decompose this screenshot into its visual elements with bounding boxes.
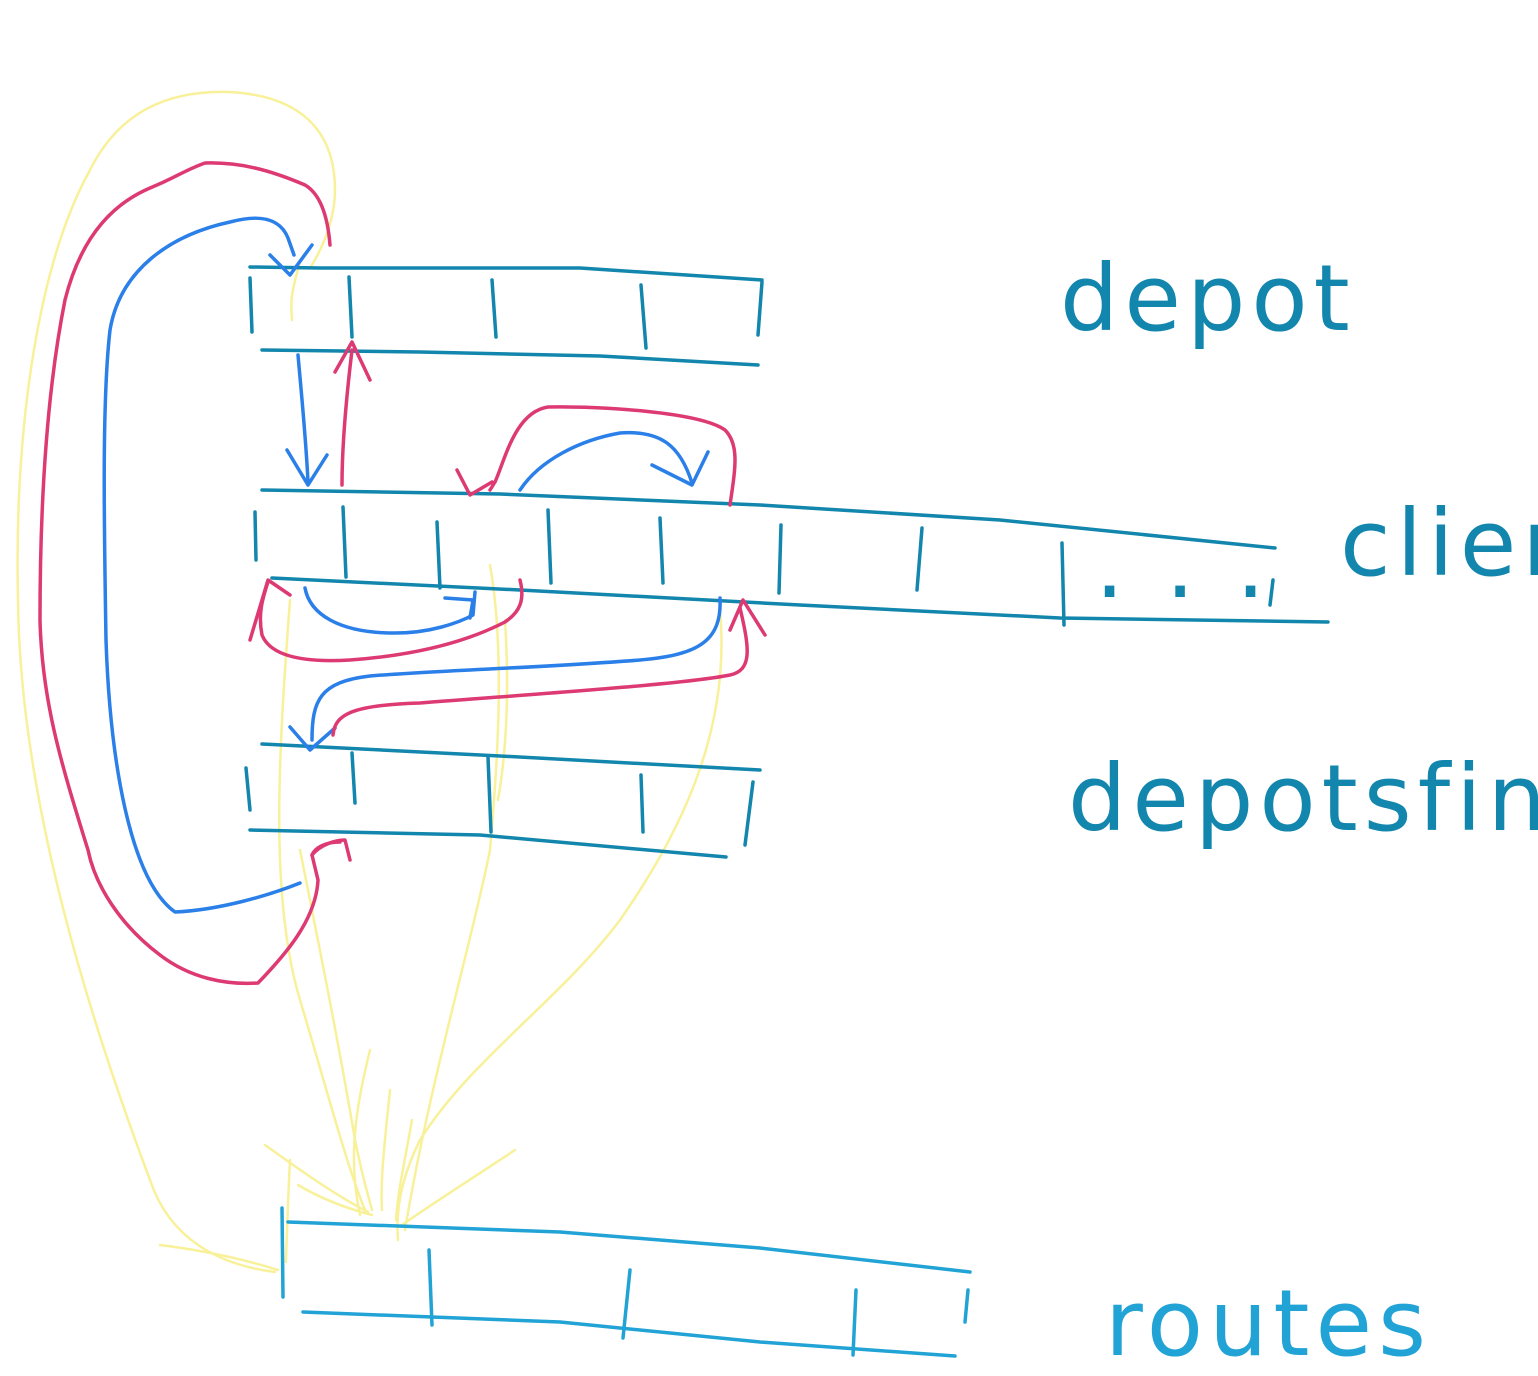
depotsfin-array-top [260, 742, 762, 772]
routes-label: routes [1105, 1270, 1432, 1376]
clients-array [253, 488, 1330, 627]
blue-arrow-client-to-depotsfin [310, 596, 722, 742]
clients-array-right [1268, 578, 1275, 607]
routes-array-bottom [301, 1310, 957, 1358]
routes-array-right [963, 1288, 970, 1324]
routes-array-divider-1 [427, 1248, 434, 1327]
depot-array-divider-2 [490, 278, 498, 339]
depot-array-left [248, 276, 254, 334]
routes-array-left [280, 1206, 285, 1299]
yellow-link-spike-2 [380, 1088, 392, 1212]
red-arrow-depotsfin-head [310, 838, 352, 862]
depot-array [248, 265, 764, 367]
yellow-link-client-3 [403, 563, 501, 1232]
routes-array [280, 1206, 972, 1358]
depotsfin-array [244, 742, 762, 859]
yellow-link-spike-1 [352, 1048, 372, 1217]
red-arrow-client-to-depotsfin [331, 606, 749, 737]
depotsfin-array-divider-1 [350, 751, 357, 805]
yellow-link-client-4 [496, 618, 509, 802]
red-arrow-client-loop-bottom-head [248, 578, 292, 642]
red-arrow-client-to-depot [340, 348, 354, 487]
yellow-links [16, 90, 723, 1274]
routes-array-divider-3 [851, 1288, 858, 1357]
red-arrow-depotsfin-loop [38, 161, 342, 986]
red-arrow-client-loop-top-head [455, 468, 494, 497]
clients-array-divider-1 [341, 505, 348, 579]
depotsfin-array-right [743, 780, 755, 847]
clients-array-divider-7 [1060, 541, 1066, 627]
yellow-link-spike-6 [400, 1148, 517, 1227]
clients-array-divider-3 [546, 508, 553, 585]
depot-array-divider-3 [639, 283, 648, 350]
yellow-link-spike-8 [158, 1243, 280, 1272]
yellow-link-spike-5 [296, 1183, 374, 1217]
blue-arrow-depotsfin-to-depot [102, 216, 302, 914]
depot-array-top [248, 265, 764, 282]
red-arrows [38, 161, 767, 986]
depotsfin-array-left [244, 766, 252, 812]
clients-array-left [253, 510, 258, 562]
red-arrow-client-loop-top [488, 405, 737, 507]
blue-arrow-depot-to-client-head [285, 448, 329, 487]
routes-array-divider-2 [621, 1268, 632, 1340]
yellow-link-client-1 [277, 598, 367, 1212]
depot-array-bottom [260, 348, 760, 367]
depot-array-divider-1 [347, 275, 354, 339]
depotsfin-array-bottom [248, 828, 728, 859]
clients-array-top [260, 488, 1277, 550]
routes-array-top [286, 1220, 972, 1274]
blue-arrow-depot-to-client [296, 353, 310, 484]
red-arrow-client-to-depotsfin-head [728, 598, 767, 637]
blue-arrow-client-loop-bottom [303, 586, 477, 635]
blue-arrow-client-loop-top [518, 430, 694, 492]
clients-array-divider-6 [915, 526, 924, 592]
clients-array-divider-4 [658, 516, 665, 585]
blue-arrow-client-loop-bottom-head [443, 596, 475, 620]
clients-label: client [1340, 490, 1538, 597]
clients-ellipsis: . . . [1095, 512, 1271, 619]
depotsfin-array-divider-3 [639, 773, 645, 834]
yellow-link-outer [16, 90, 337, 1274]
red-arrow-client-loop-bottom [258, 578, 524, 663]
blue-arrow-depot-head [268, 243, 314, 277]
depotsfin-array-divider-2 [486, 755, 493, 834]
yellow-link-spike-3 [394, 1118, 414, 1222]
clients-array-divider-5 [777, 523, 783, 595]
yellow-link-client-2 [298, 848, 374, 1212]
red-arrow-client-to-depot-head [333, 340, 372, 382]
yellow-link-spike-4 [263, 1143, 370, 1214]
clients-array-divider-2 [435, 520, 442, 590]
clients-array-bottom [270, 576, 1330, 624]
yellow-link-spike-7 [284, 1158, 292, 1264]
depot-array-right [756, 280, 764, 337]
yellow-link-client-5 [396, 608, 723, 1242]
blue-arrows [102, 216, 722, 914]
blue-arrow-client-to-depotsfin-head [288, 725, 337, 752]
blue-arrow-client-loop-top-head [650, 450, 710, 487]
depot-label: depot [1060, 245, 1356, 352]
depotsfin-label: depotsfin [1068, 745, 1538, 852]
